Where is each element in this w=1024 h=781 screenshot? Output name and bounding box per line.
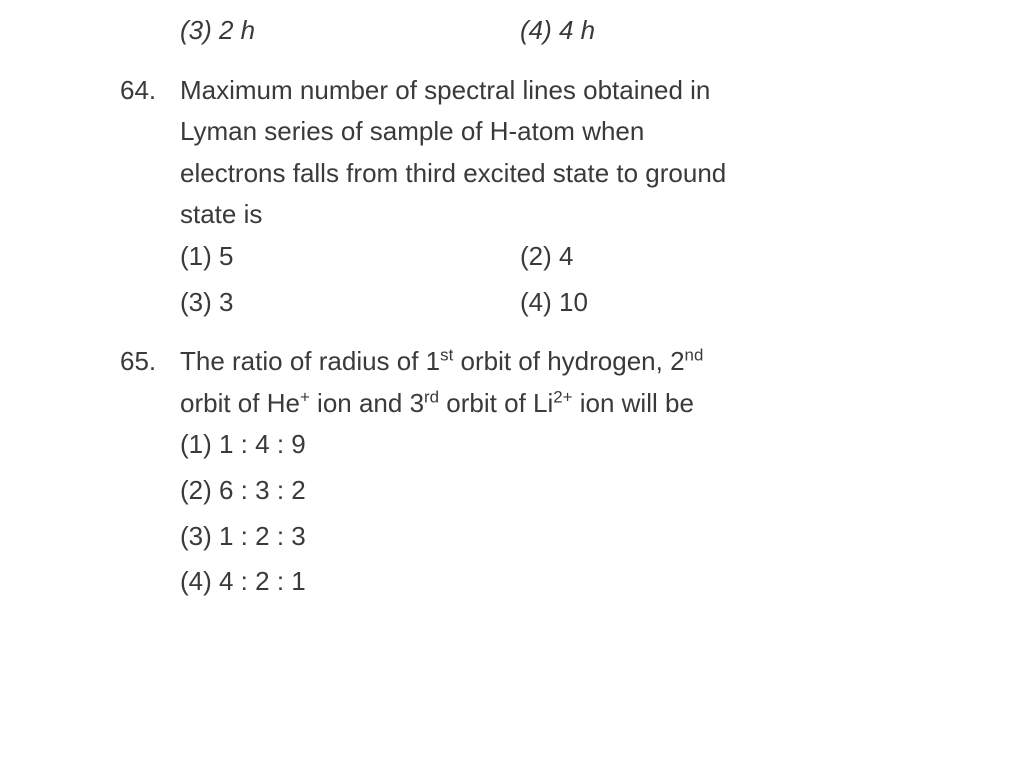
q65-td: ion and 3 <box>310 388 424 418</box>
q65-tc: orbit of He <box>180 388 300 418</box>
q64-line3: electrons falls from third excited state… <box>180 158 726 188</box>
q65-option-3: (3) 1 : 2 : 3 <box>180 516 860 558</box>
q65-options: (1) 1 : 4 : 9 (2) 6 : 3 : 2 (3) 1 : 2 : … <box>180 424 954 606</box>
q65-option-4: (4) 4 : 2 : 1 <box>180 561 860 603</box>
prev-option-4-text: (4) 4 h <box>520 15 595 45</box>
q64-option-3: (3) 3 <box>180 282 520 324</box>
prev-option-3: (3) 2 h <box>180 10 520 52</box>
question-64-text: Maximum number of spectral lines obtaine… <box>180 70 954 236</box>
q64-line4: state is <box>180 199 262 229</box>
q64-line2: Lyman series of sample of H-atom when <box>180 116 644 146</box>
q65-sup-2plus: 2+ <box>553 387 572 406</box>
q65-option-2: (2) 6 : 3 : 2 <box>180 470 860 512</box>
q64-options: (1) 5 (2) 4 (3) 3 (4) 10 <box>180 236 954 327</box>
q64-option-1: (1) 5 <box>180 236 520 278</box>
question-64: 64. Maximum number of spectral lines obt… <box>120 70 954 236</box>
q65-tf: ion will be <box>573 388 694 418</box>
q65-sup-rd: rd <box>424 387 439 406</box>
q65-sup-plus: + <box>300 387 310 406</box>
page: (3) 2 h (4) 4 h 64. Maximum number of sp… <box>0 0 1024 617</box>
q64-option-2: (2) 4 <box>520 236 860 278</box>
prev-options-row: (3) 2 h (4) 4 h <box>180 10 954 56</box>
question-65: 65. The ratio of radius of 1st orbit of … <box>120 341 954 424</box>
q64-line1: Maximum number of spectral lines obtaine… <box>180 75 710 105</box>
q65-ta: The ratio of radius of 1 <box>180 346 440 376</box>
prev-option-4: (4) 4 h <box>520 10 860 52</box>
question-64-number: 64. <box>120 70 180 112</box>
q65-sup-st: st <box>440 346 453 365</box>
question-65-number: 65. <box>120 341 180 383</box>
q65-tb: orbit of hydrogen, 2 <box>453 346 684 376</box>
q65-te: orbit of Li <box>439 388 553 418</box>
q64-option-4: (4) 10 <box>520 282 860 324</box>
q65-sup-nd: nd <box>685 346 704 365</box>
prev-option-3-text: (3) 2 h <box>180 15 255 45</box>
q65-option-1: (1) 1 : 4 : 9 <box>180 424 860 466</box>
question-65-text: The ratio of radius of 1st orbit of hydr… <box>180 341 954 424</box>
